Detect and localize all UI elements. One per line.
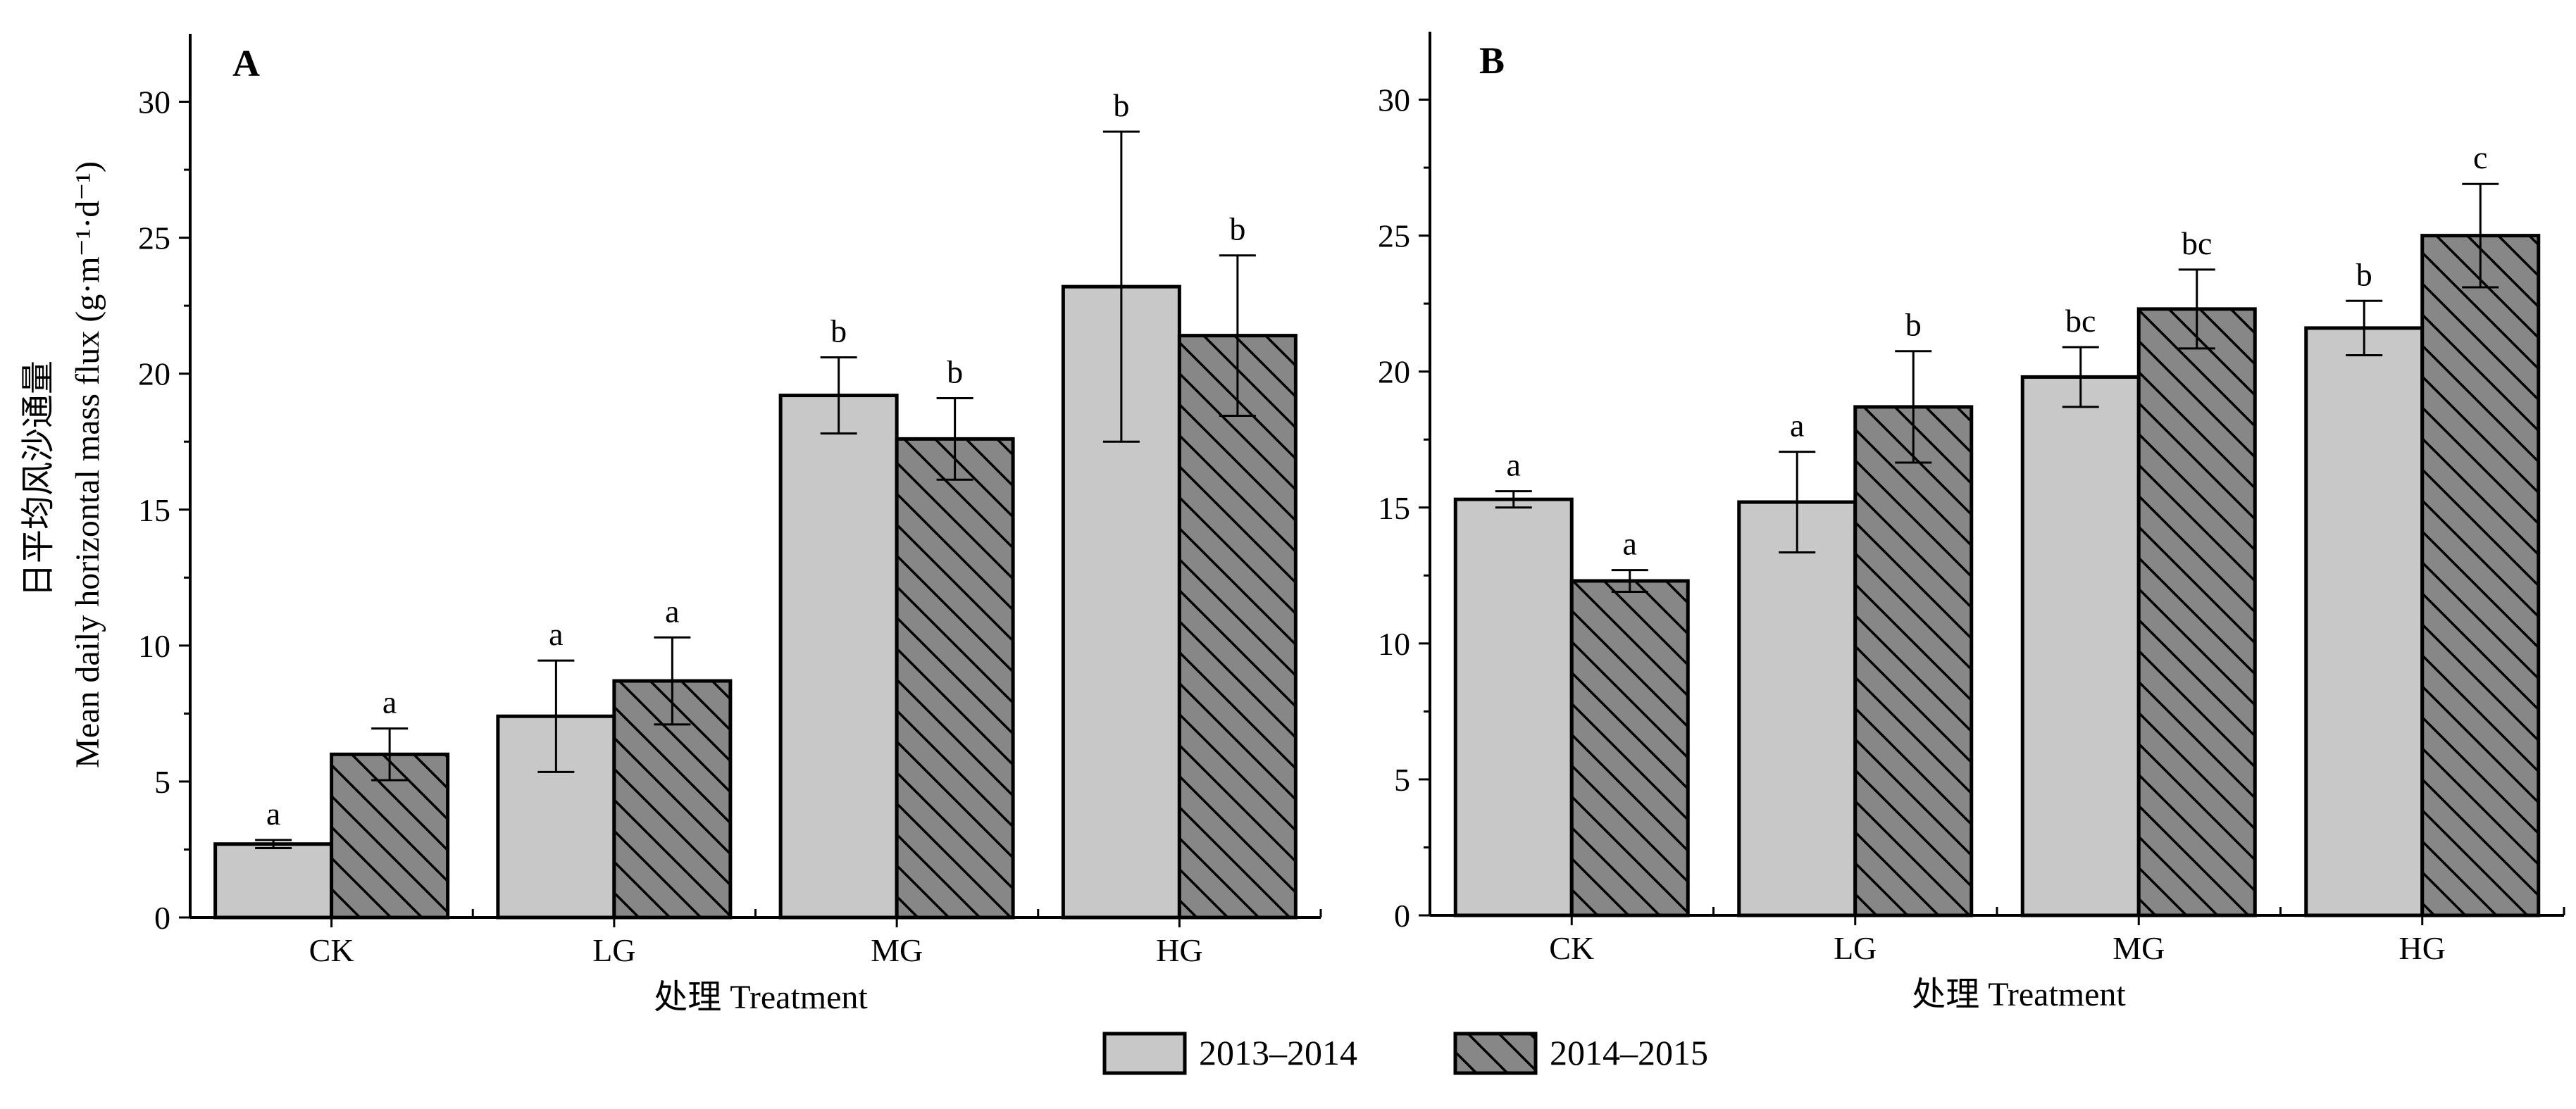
- bar-b-ck-s1: [1453, 497, 1574, 917]
- x-tick-label-b-hg: HG: [2399, 930, 2446, 966]
- bar-b-mg-s1: [2020, 375, 2141, 917]
- x-tick-label-a-lg: LG: [592, 932, 635, 968]
- y-tick-label-a-5: 5: [154, 764, 170, 800]
- error-bar-b-mg-s2: [2178, 268, 2215, 350]
- significance-label-a-hg-s1: b: [1113, 87, 1129, 123]
- error-bar-b-hg-s1: [2346, 299, 2383, 357]
- legend-swatch-2014-2015: [1453, 1032, 1538, 1075]
- error-bar-b-hg-s2: [2462, 182, 2499, 289]
- error-bar-b-lg-s1: [1779, 451, 1816, 553]
- significance-label-b-ck-s2: a: [1623, 526, 1637, 562]
- y-tick-label-a-15: 15: [138, 492, 170, 528]
- x-tick-label-b-ck: CK: [1549, 930, 1594, 966]
- significance-label-b-hg-s2: c: [2473, 139, 2487, 175]
- y-tick-label-b-25: 25: [1378, 218, 1410, 254]
- error-bar-b-lg-s2: [1895, 350, 1932, 464]
- legend-label-2014-2015: 2014–2015: [1550, 1033, 1708, 1072]
- bar-b-mg-s2: [2136, 307, 2257, 917]
- bar-b-lg-s2: [1853, 405, 1974, 917]
- x-tick-label-b-lg: LG: [1834, 930, 1877, 966]
- error-bar-a-hg-s2: [1219, 254, 1256, 418]
- y-tick-label-a-10: 10: [138, 628, 170, 664]
- significance-label-a-mg-s1: b: [830, 313, 847, 349]
- y-axis-title: Mean daily horizontal mass flux (g·m⁻¹·d…: [69, 161, 106, 768]
- y-tick-label-b-10: 10: [1378, 626, 1410, 662]
- error-bar-b-mg-s1: [2062, 346, 2099, 408]
- plot-panel-a: a a CK a a LG b b MG b b HG 0 5 10 15 20 25 30: [138, 34, 1322, 968]
- x-axis-title-a: 处理 Treatment: [654, 979, 868, 1016]
- x-tick-label-a-mg: MG: [871, 932, 923, 968]
- error-bar-a-lg-s1: [537, 659, 575, 773]
- legend-swatch-2013-2014: [1102, 1032, 1187, 1075]
- error-bar-b-ck-s2: [1611, 569, 1648, 593]
- significance-label-a-lg-s1: a: [549, 616, 563, 652]
- error-bar-a-mg-s1: [820, 356, 857, 435]
- bar-a-mg-s2: [895, 437, 1015, 920]
- error-bar-a-mg-s2: [936, 396, 973, 481]
- significance-label-a-mg-s2: b: [947, 353, 963, 389]
- error-bar-a-lg-s2: [654, 636, 691, 726]
- error-bar-a-hg-s1: [1102, 130, 1140, 443]
- x-axis-title-b: 处理 Treatment: [1912, 976, 2126, 1013]
- panel-label-b: B: [1479, 39, 1505, 82]
- significance-label-a-ck-s1: a: [266, 796, 280, 832]
- y-tick-label-a-0: 0: [154, 900, 170, 936]
- y-tick-label-b-15: 15: [1378, 490, 1410, 526]
- bar-a-hg-s2: [1177, 334, 1298, 920]
- significance-label-a-lg-s2: a: [665, 593, 679, 629]
- panel-label-a: A: [232, 42, 260, 84]
- x-tick-label-a-ck: CK: [309, 932, 354, 968]
- y-tick-label-b-5: 5: [1394, 762, 1410, 798]
- significance-label-a-ck-s2: a: [382, 684, 397, 720]
- y-tick-label-a-20: 20: [138, 356, 170, 392]
- error-bar-a-ck-s2: [371, 727, 409, 782]
- y-axis-title-chinese: 日平均风沙通量: [20, 361, 57, 597]
- significance-label-b-lg-s1: a: [1790, 408, 1804, 444]
- bar-a-ck-s1: [213, 842, 334, 920]
- significance-label-b-hg-s1: b: [2356, 256, 2372, 292]
- bar-b-lg-s1: [1737, 500, 1858, 917]
- x-tick-label-b-mg: MG: [2113, 930, 2165, 966]
- legend-label-2013-2014: 2013–2014: [1199, 1033, 1357, 1072]
- significance-label-b-lg-s2: b: [1905, 307, 1922, 343]
- bar-a-mg-s1: [778, 394, 899, 920]
- bar-b-hg-s1: [2304, 326, 2425, 917]
- y-tick-label-b-20: 20: [1378, 354, 1410, 390]
- significance-label-b-mg-s2: bc: [2182, 225, 2212, 261]
- y-tick-label-b-30: 30: [1378, 82, 1410, 118]
- significance-label-a-hg-s2: b: [1229, 211, 1245, 247]
- significance-label-b-mg-s1: bc: [2065, 303, 2096, 339]
- y-tick-label-a-30: 30: [138, 84, 170, 120]
- x-tick-label-a-hg: HG: [1156, 932, 1202, 968]
- significance-label-b-ck-s1: a: [1507, 447, 1521, 483]
- y-tick-label-a-25: 25: [138, 220, 170, 256]
- error-bar-b-ck-s1: [1495, 490, 1532, 509]
- bar-b-ck-s2: [1569, 579, 1690, 917]
- error-bar-a-ck-s1: [255, 839, 292, 850]
- legend: 2013–2014 2014–2015: [1102, 1032, 1708, 1075]
- bar-a-ck-s2: [330, 752, 450, 920]
- bar-b-hg-s2: [2420, 234, 2541, 917]
- y-tick-label-b-0: 0: [1394, 898, 1410, 934]
